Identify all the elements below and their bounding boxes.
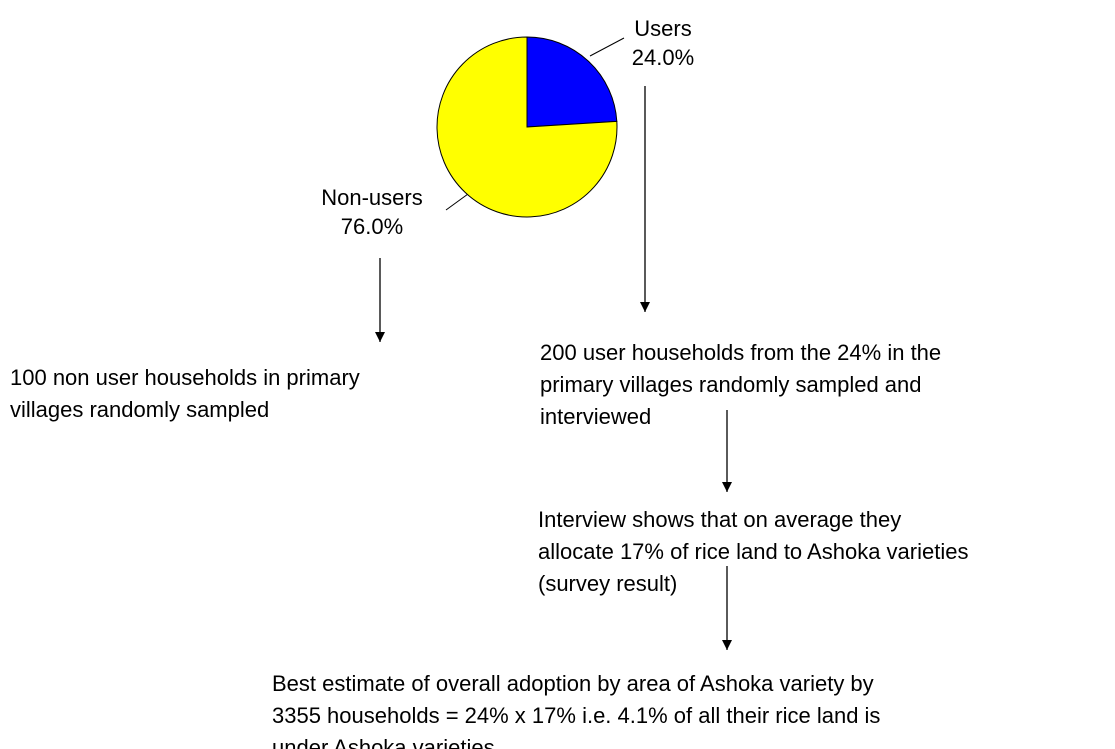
box-text: allocate 17% of rice land to Ashoka vari… [538, 539, 968, 564]
pie-slice [526, 36, 618, 128]
box-text: 100 non user households in primary [10, 365, 360, 390]
box-text: (survey result) [538, 571, 677, 596]
box-text: primary villages randomly sampled and [540, 372, 922, 397]
box-text: interviewed [540, 404, 651, 429]
box-text: Interview shows that on average they [538, 507, 901, 532]
box-text: 200 user households from the 24% in the [540, 340, 941, 365]
box-text: villages randomly sampled [10, 397, 269, 422]
slice-value-label: 76.0% [341, 214, 403, 239]
slice-value-label: 24.0% [632, 45, 694, 70]
slice-label: Non-users [321, 185, 422, 210]
leader-line [445, 193, 469, 211]
box-text: Best estimate of overall adoption by are… [272, 671, 874, 696]
leader-line [589, 37, 625, 57]
box-text: 3355 households = 24% x 17% i.e. 4.1% of… [272, 703, 880, 728]
pie-slice [436, 36, 618, 218]
box-text: under Ashoka varieties [272, 735, 495, 749]
slice-label: Users [634, 16, 691, 41]
